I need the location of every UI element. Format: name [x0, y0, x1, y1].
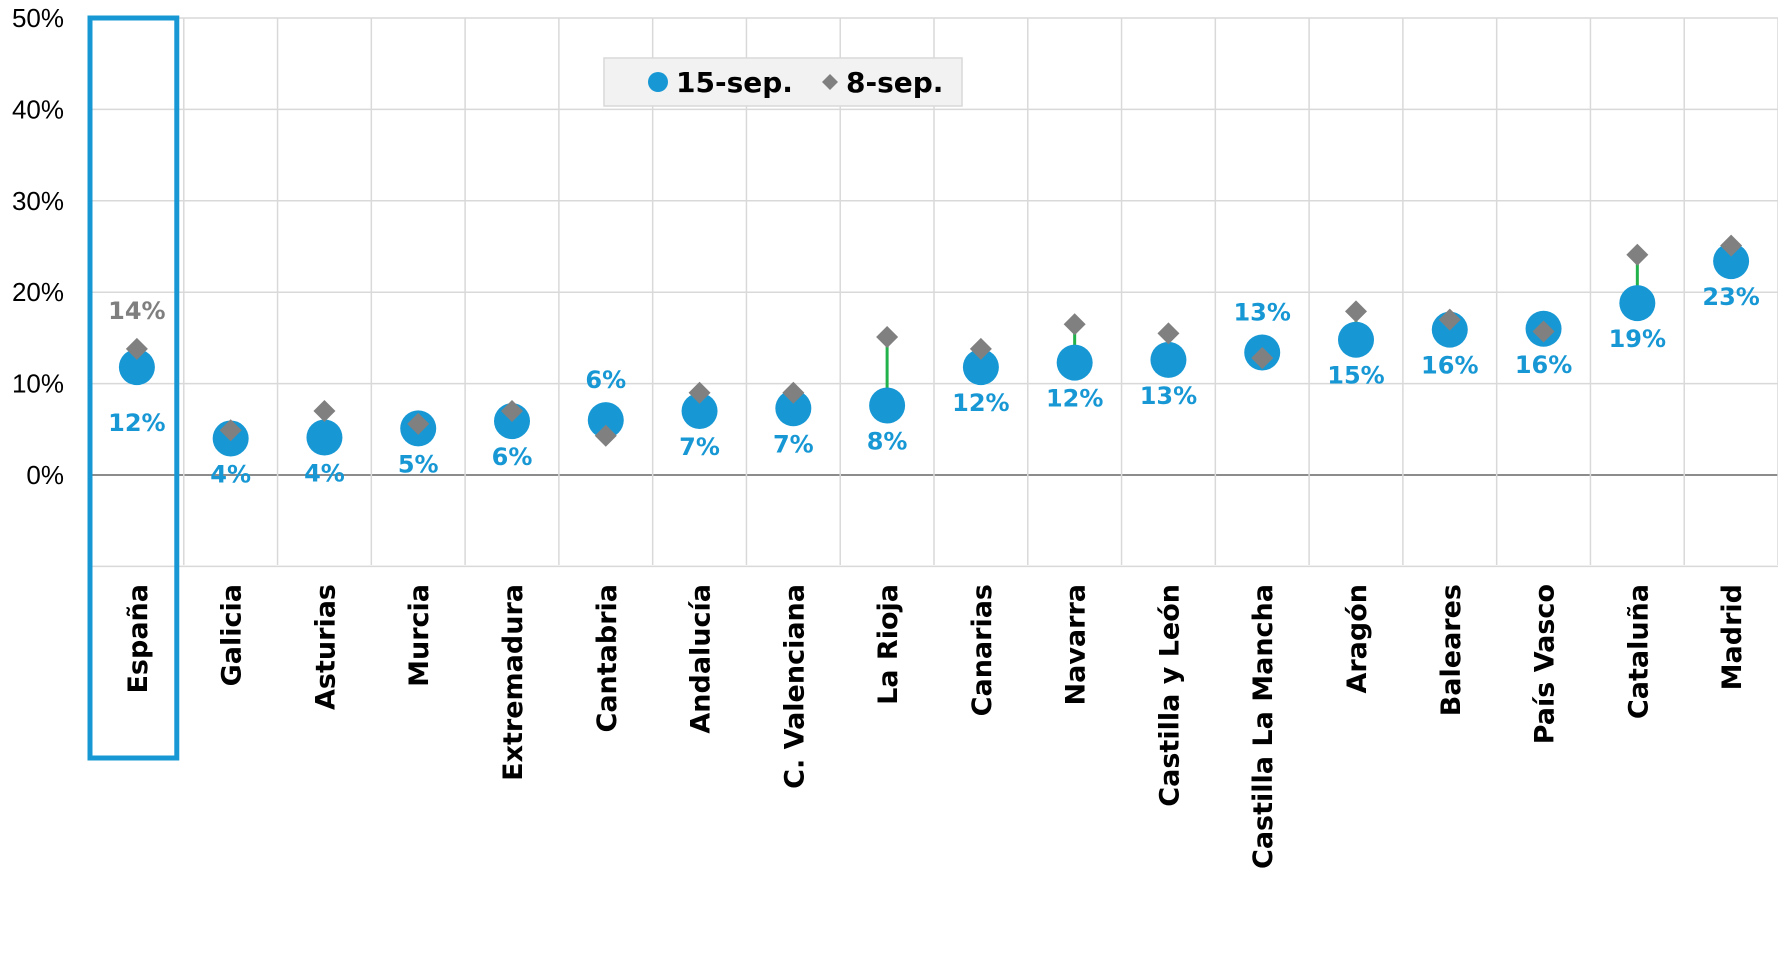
point-8-sep	[407, 412, 430, 435]
legend: 15-sep. 8-sep.	[603, 57, 963, 107]
point-15-sep	[962, 349, 999, 386]
y-tick-label: 30%	[12, 186, 64, 216]
data-label-15-sep: 5%	[398, 450, 439, 478]
data-label-15-sep: 12%	[1046, 385, 1103, 413]
point-15-sep	[1056, 344, 1093, 381]
category-label: Murcia	[404, 584, 435, 687]
data-label-15-sep: 6%	[492, 443, 533, 471]
category-label: Castilla La Mancha	[1248, 584, 1279, 869]
point-8-sep	[688, 381, 711, 404]
point-8-sep	[501, 400, 523, 423]
category-label: Aragón	[1342, 584, 1373, 694]
y-tick-label: 40%	[12, 94, 64, 124]
data-label-8-sep: 14%	[108, 297, 165, 325]
data-label-15-sep: 12%	[108, 409, 165, 437]
point-15-sep	[118, 349, 155, 386]
point-8-sep	[1626, 243, 1649, 266]
category-label: C. Valenciana	[779, 584, 810, 789]
point-8-sep	[1532, 320, 1555, 343]
category-label: Madrid	[1717, 584, 1748, 690]
point-8-sep	[1157, 322, 1180, 345]
x-axis: España Galicia Asturias Murcia Extremadura Ca…	[123, 584, 1748, 869]
category-label: Cantabria	[592, 584, 623, 733]
point-8-sep	[125, 337, 148, 360]
data-label-15-sep: 7%	[679, 433, 720, 461]
point-15-sep	[1619, 285, 1656, 322]
category-label: Castilla y León	[1154, 584, 1185, 807]
category-label: Navarra	[1061, 584, 1092, 706]
data-label-15-sep: 4%	[210, 460, 251, 488]
point-15-sep	[587, 402, 624, 439]
point-15-sep	[306, 419, 343, 456]
data-label-15-sep: 13%	[1140, 382, 1197, 410]
point-15-sep	[1150, 341, 1187, 378]
category-label: Extremadura	[498, 584, 529, 781]
y-tick-label: 50%	[12, 3, 64, 33]
point-8-sep	[1251, 347, 1274, 370]
data-label-15-sep: 6%	[585, 366, 626, 394]
category-label: Andalucía	[686, 584, 717, 734]
y-tick-label: 10%	[12, 369, 64, 399]
point-8-sep	[1345, 300, 1367, 323]
y-tick-label: 20%	[12, 277, 64, 307]
point-15-sep	[1713, 243, 1750, 280]
point-15-sep	[775, 390, 812, 427]
gridlines	[89, 17, 1778, 568]
legend-label-8-sep: 8-sep.	[846, 66, 943, 99]
category-label: Cataluña	[1623, 584, 1654, 719]
data-label-15-sep: 7%	[773, 430, 814, 458]
data-points	[118, 234, 1750, 457]
data-label-15-sep: 12%	[952, 389, 1009, 417]
data-label-15-sep: 13%	[1233, 299, 1290, 327]
data-label-15-sep: 4%	[304, 460, 345, 488]
category-label: Asturias	[310, 584, 341, 710]
highlight-box-espana	[87, 15, 180, 761]
category-label: La Rioja	[873, 584, 904, 705]
y-axis: 0% 10% 20% 30% 40% 50%	[12, 3, 64, 490]
data-label-15-sep: 19%	[1609, 325, 1666, 353]
data-label-15-sep: 16%	[1421, 352, 1478, 380]
point-8-sep	[782, 381, 805, 404]
point-8-sep	[1063, 313, 1086, 336]
data-labels: 12% 14% 4% 4% 5% 6% 6% 7% 7% 8% 12% 12% 13% 13% 15% 16%…	[108, 283, 1760, 488]
point-8-sep	[1720, 234, 1743, 257]
data-label-15-sep: 15%	[1327, 362, 1384, 390]
data-label-15-sep: 16%	[1515, 351, 1572, 379]
point-8-sep	[1438, 308, 1461, 331]
category-label: Baleares	[1436, 584, 1467, 716]
data-label-15-sep: 23%	[1702, 283, 1759, 311]
point-8-sep	[969, 337, 992, 360]
category-label: Galicia	[217, 584, 248, 686]
highlight-box	[87, 15, 180, 761]
point-8-sep	[876, 325, 899, 348]
legend-marker-15-sep	[648, 72, 668, 92]
category-label: España	[123, 584, 154, 694]
point-8-sep	[313, 400, 336, 423]
y-tick-label: 0%	[26, 460, 64, 490]
data-label-15-sep: 8%	[867, 428, 908, 456]
point-8-sep	[594, 424, 617, 447]
point-15-sep	[1338, 321, 1374, 358]
point-15-sep	[869, 387, 906, 424]
legend-label-15-sep: 15-sep.	[676, 66, 793, 99]
legend-marker-8-sep	[822, 74, 838, 90]
point-8-sep	[219, 419, 242, 442]
point-15-sep	[681, 393, 718, 430]
category-label: País Vasco	[1530, 584, 1561, 744]
category-label: Canarias	[967, 584, 998, 716]
